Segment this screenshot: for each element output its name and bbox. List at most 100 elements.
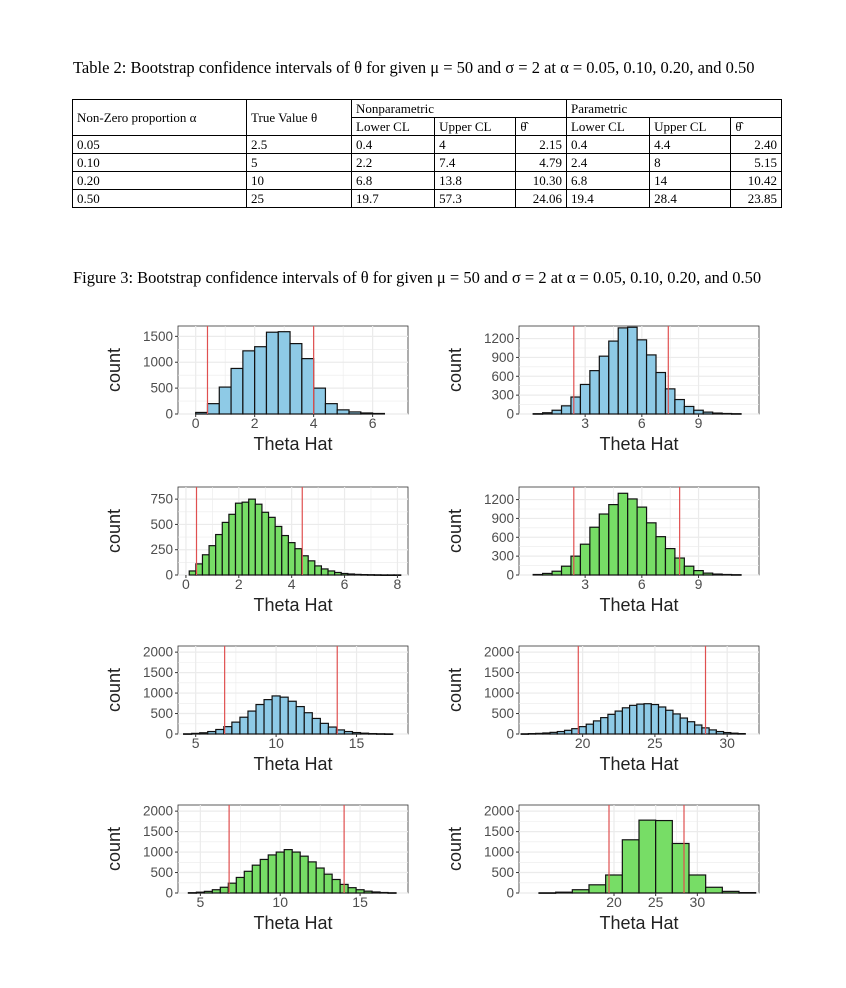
histogram-bar bbox=[563, 729, 573, 735]
cell-np-lower: 6.8 bbox=[350, 171, 436, 190]
histogram-bar bbox=[259, 858, 269, 894]
histogram-bar bbox=[261, 511, 270, 576]
header-proportion: Non-Zero proportion α bbox=[72, 99, 247, 136]
histogram-bar bbox=[701, 727, 710, 735]
cell-np-upper: 13.8 bbox=[434, 171, 517, 190]
histogram-bar bbox=[191, 732, 201, 735]
histogram-bar bbox=[721, 890, 740, 894]
cell-np-theta: 24.06 bbox=[515, 189, 567, 208]
cell-np-upper: 4 bbox=[434, 135, 517, 154]
histogram-bar bbox=[671, 842, 690, 894]
histogram-bar bbox=[265, 331, 279, 415]
histogram-bar bbox=[335, 729, 346, 735]
y-tick-label: 0 bbox=[506, 407, 514, 422]
histogram-bar bbox=[655, 536, 667, 576]
histogram-bar bbox=[277, 331, 291, 415]
histogram-bar bbox=[208, 545, 217, 576]
header-np-lower: Lower CL bbox=[350, 117, 436, 136]
histogram-bar bbox=[363, 890, 373, 894]
histogram-bar bbox=[560, 565, 572, 576]
y-tick-label: 0 bbox=[506, 886, 514, 901]
header-p-upper: Upper CL bbox=[649, 117, 732, 136]
histogram-bar bbox=[393, 574, 402, 576]
histogram-bar bbox=[636, 339, 648, 415]
histogram-bar bbox=[571, 728, 580, 735]
histogram-bar bbox=[347, 573, 356, 576]
histogram-bar bbox=[254, 503, 263, 576]
x-tick-label: 5 bbox=[192, 735, 200, 751]
histogram-bar bbox=[592, 720, 602, 735]
histogram-bar bbox=[324, 403, 338, 415]
histogram-bar bbox=[650, 703, 660, 735]
histogram-bar bbox=[655, 819, 673, 894]
histogram-bar bbox=[331, 878, 341, 894]
histogram-bar bbox=[636, 506, 648, 576]
histogram-bar bbox=[211, 889, 221, 894]
histogram-bar bbox=[570, 555, 582, 576]
x-tick-label: 6 bbox=[638, 576, 646, 592]
y-tick-label: 600 bbox=[491, 369, 514, 384]
histogram-bar bbox=[730, 574, 742, 576]
histogram-bar bbox=[367, 732, 378, 735]
histogram-bar bbox=[621, 707, 631, 735]
histogram-bar bbox=[230, 367, 244, 415]
histogram-bar bbox=[313, 387, 327, 415]
histogram-bar bbox=[294, 548, 303, 576]
y-tick-label: 1200 bbox=[484, 331, 514, 346]
cell-p-upper: 8 bbox=[649, 153, 732, 172]
plot-panel bbox=[518, 645, 760, 735]
histogram-bar bbox=[672, 713, 681, 735]
bootstrap-table: Non-Zero proportion α True Value θ Nonpa… bbox=[72, 99, 783, 208]
histogram-bar bbox=[360, 412, 374, 415]
cell-np-theta: 2.15 bbox=[515, 135, 567, 154]
histogram-panel: 0 2 4 6 8 0 250 500 750 Theta Hat count bbox=[104, 486, 409, 615]
histogram-bar bbox=[263, 699, 273, 735]
histogram-bar bbox=[323, 873, 333, 894]
histogram-bar bbox=[187, 892, 197, 894]
y-tick-label: 1500 bbox=[143, 329, 173, 344]
histogram-bar bbox=[643, 703, 652, 735]
histogram-bar bbox=[314, 565, 323, 576]
histogram-bar bbox=[188, 570, 197, 576]
histogram-bar bbox=[195, 563, 204, 576]
histogram-bar bbox=[215, 533, 223, 576]
histogram-panel: 0 2 4 6 0 500 1000 1500 Theta Hat count bbox=[104, 325, 409, 454]
histogram-bar bbox=[617, 492, 629, 576]
histogram-bar bbox=[614, 710, 623, 735]
x-tick-label: 4 bbox=[288, 576, 296, 592]
y-tick-label: 1000 bbox=[143, 686, 173, 701]
y-tick-label: 750 bbox=[150, 492, 173, 507]
y-tick-label: 1000 bbox=[484, 686, 514, 701]
histogram-bar bbox=[598, 513, 610, 576]
histogram-bar bbox=[527, 732, 537, 735]
y-tick-label: 250 bbox=[150, 542, 173, 557]
histogram-bar bbox=[248, 498, 256, 576]
x-tick-label: 2 bbox=[235, 576, 243, 592]
histogram-bar bbox=[334, 571, 342, 576]
plot-panel bbox=[177, 325, 409, 415]
histogram-bar bbox=[289, 343, 303, 415]
y-axis-label: count bbox=[104, 509, 124, 553]
histogram-bar bbox=[235, 876, 245, 894]
histogram-bar bbox=[219, 886, 229, 894]
histogram-bar bbox=[621, 839, 640, 894]
cell-p-theta: 23.85 bbox=[730, 189, 782, 208]
histogram-bar bbox=[608, 340, 619, 415]
y-tick-label: 600 bbox=[491, 530, 514, 545]
y-tick-label: 1200 bbox=[484, 492, 514, 507]
header-parametric: Parametric bbox=[565, 99, 783, 118]
x-tick-label: 20 bbox=[575, 735, 591, 751]
histogram-bar bbox=[589, 526, 600, 576]
histogram-bar bbox=[693, 569, 704, 576]
histogram-bar bbox=[560, 405, 572, 415]
histogram-bar bbox=[636, 703, 645, 735]
x-tick-label: 0 bbox=[182, 576, 190, 592]
x-tick-label: 25 bbox=[648, 894, 664, 910]
cell-p-lower: 2.4 bbox=[565, 153, 651, 172]
histogram-bar bbox=[638, 819, 657, 894]
y-tick-label: 500 bbox=[150, 517, 173, 532]
histogram-bar bbox=[538, 892, 557, 894]
header-nonparametric: Nonparametric bbox=[351, 99, 567, 118]
cell-p-theta: 5.15 bbox=[730, 153, 782, 172]
histogram-bar bbox=[694, 724, 703, 735]
